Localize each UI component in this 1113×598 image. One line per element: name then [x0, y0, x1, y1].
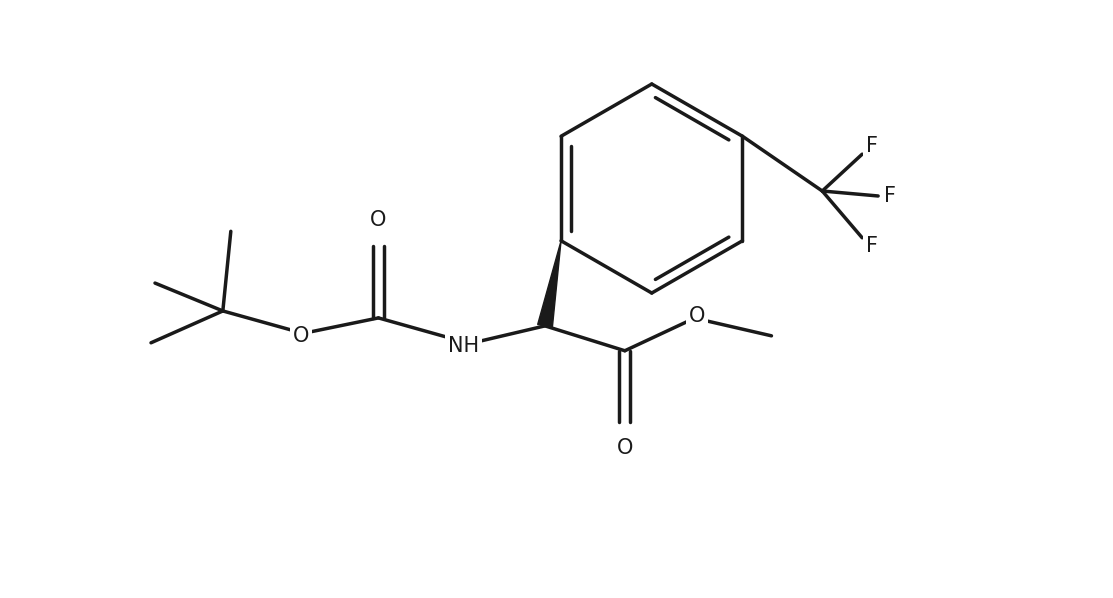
Polygon shape	[538, 241, 561, 327]
Text: O: O	[689, 306, 705, 326]
Text: F: F	[866, 236, 878, 256]
Text: O: O	[293, 326, 308, 346]
Text: F: F	[866, 136, 878, 156]
Text: O: O	[371, 210, 386, 230]
Text: NH: NH	[447, 336, 479, 356]
Text: O: O	[617, 438, 633, 458]
Text: F: F	[884, 186, 896, 206]
